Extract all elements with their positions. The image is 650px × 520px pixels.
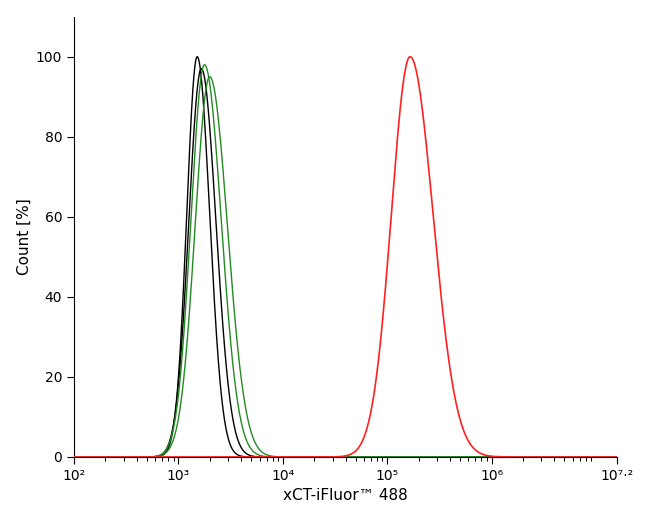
- X-axis label: xCT-iFluor™ 488: xCT-iFluor™ 488: [283, 488, 408, 503]
- Y-axis label: Count [%]: Count [%]: [17, 199, 32, 275]
